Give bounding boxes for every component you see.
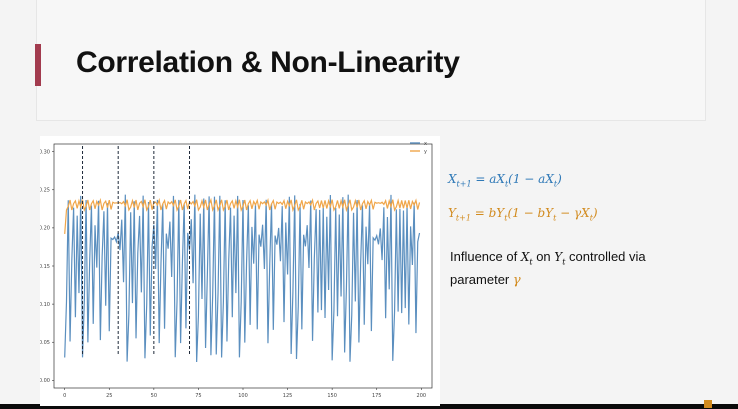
desc-part1: Influence of — [450, 249, 521, 264]
eq1-rhs-c: ) — [557, 172, 562, 186]
eq2-lhs-sub: t+1 — [455, 213, 471, 223]
x-tick-label: 125 — [283, 393, 293, 399]
desc-var1-letter: X — [520, 250, 530, 264]
y-tick-label: 0.20 — [40, 226, 50, 232]
eq2-rhs-a-sub: t — [504, 213, 508, 223]
eq2-rhs-b: (1 − bY — [507, 206, 554, 220]
x-axis: 0 25 50 75 100 125 150 175 200 — [63, 388, 426, 399]
title-accent-bar — [35, 44, 41, 86]
desc-part3: controlled via parameter — [450, 249, 646, 288]
desc-var1: Xt — [520, 250, 533, 267]
desc-part2: on — [532, 249, 555, 264]
legend: x y — [410, 141, 427, 155]
series-y-line — [64, 197, 421, 235]
desc-var2: Yt — [554, 250, 566, 267]
y-tick-label: 0.00 — [40, 378, 50, 384]
x-tick-label: 50 — [151, 393, 157, 399]
eq1-rhs-b-sub: t — [553, 179, 558, 189]
desc-var2-letter: Y — [554, 250, 563, 264]
desc-gamma: γ — [512, 273, 521, 289]
y-tick-label: 0.10 — [40, 302, 50, 308]
y-tick-label: 0.15 — [40, 264, 50, 270]
x-tick-label: 0 — [63, 393, 66, 399]
time-series-chart: 0.00 0.05 0.10 0.15 0.20 0.25 0.30 0 25 50 75 100 1… — [40, 136, 440, 406]
x-tick-label: 25 — [106, 393, 112, 399]
y-tick-label: 0.25 — [40, 188, 50, 194]
eq2-rhs-d: ) — [592, 206, 598, 220]
eq2-rhs-c-sub: t — [589, 213, 593, 223]
chart-frame: 0.00 0.05 0.10 0.15 0.20 0.25 0.30 0 25 50 75 100 1… — [40, 136, 440, 406]
influence-description: Influence of Xt on Yt controlled via par… — [450, 248, 690, 290]
slide-title: Correlation & Non-Linearity — [76, 46, 460, 79]
equation-x: Xt+1 = aXt(1 − aXt) — [448, 172, 562, 188]
title-box — [36, 0, 706, 121]
legend-label-x: x — [424, 141, 427, 147]
desc-var1-sub: t — [529, 257, 533, 267]
series-x-line — [64, 194, 421, 363]
eq1-rhs-a-sub: t — [504, 179, 509, 189]
desc-var2-sub: t — [562, 257, 566, 267]
eq1-lhs: X — [448, 172, 457, 186]
eq1-rhs-a: = aX — [471, 172, 505, 186]
eq2-lhs: Y — [448, 206, 456, 220]
eq2-rhs-a: = bY — [470, 206, 505, 220]
eq1-lhs-sub: t+1 — [456, 179, 472, 189]
x-tick-label: 200 — [417, 393, 427, 399]
x-tick-label: 175 — [372, 393, 382, 399]
x-tick-label: 100 — [238, 393, 248, 399]
y-tick-label: 0.05 — [40, 340, 50, 346]
x-tick-label: 75 — [195, 393, 201, 399]
y-axis: 0.00 0.05 0.10 0.15 0.20 0.25 0.30 — [40, 149, 54, 384]
y-tick-label: 0.30 — [40, 149, 50, 155]
x-tick-label: 150 — [327, 393, 337, 399]
bottom-orange-mark — [704, 400, 712, 408]
eq1-rhs-b: (1 − aX — [508, 172, 554, 186]
equation-y: Yt+1 = bYt(1 − bYt − γXt) — [448, 206, 598, 222]
eq2-rhs-b-sub: t — [553, 213, 557, 223]
eq2-rhs-c: − γX — [556, 206, 590, 220]
legend-label-y: y — [424, 149, 427, 155]
